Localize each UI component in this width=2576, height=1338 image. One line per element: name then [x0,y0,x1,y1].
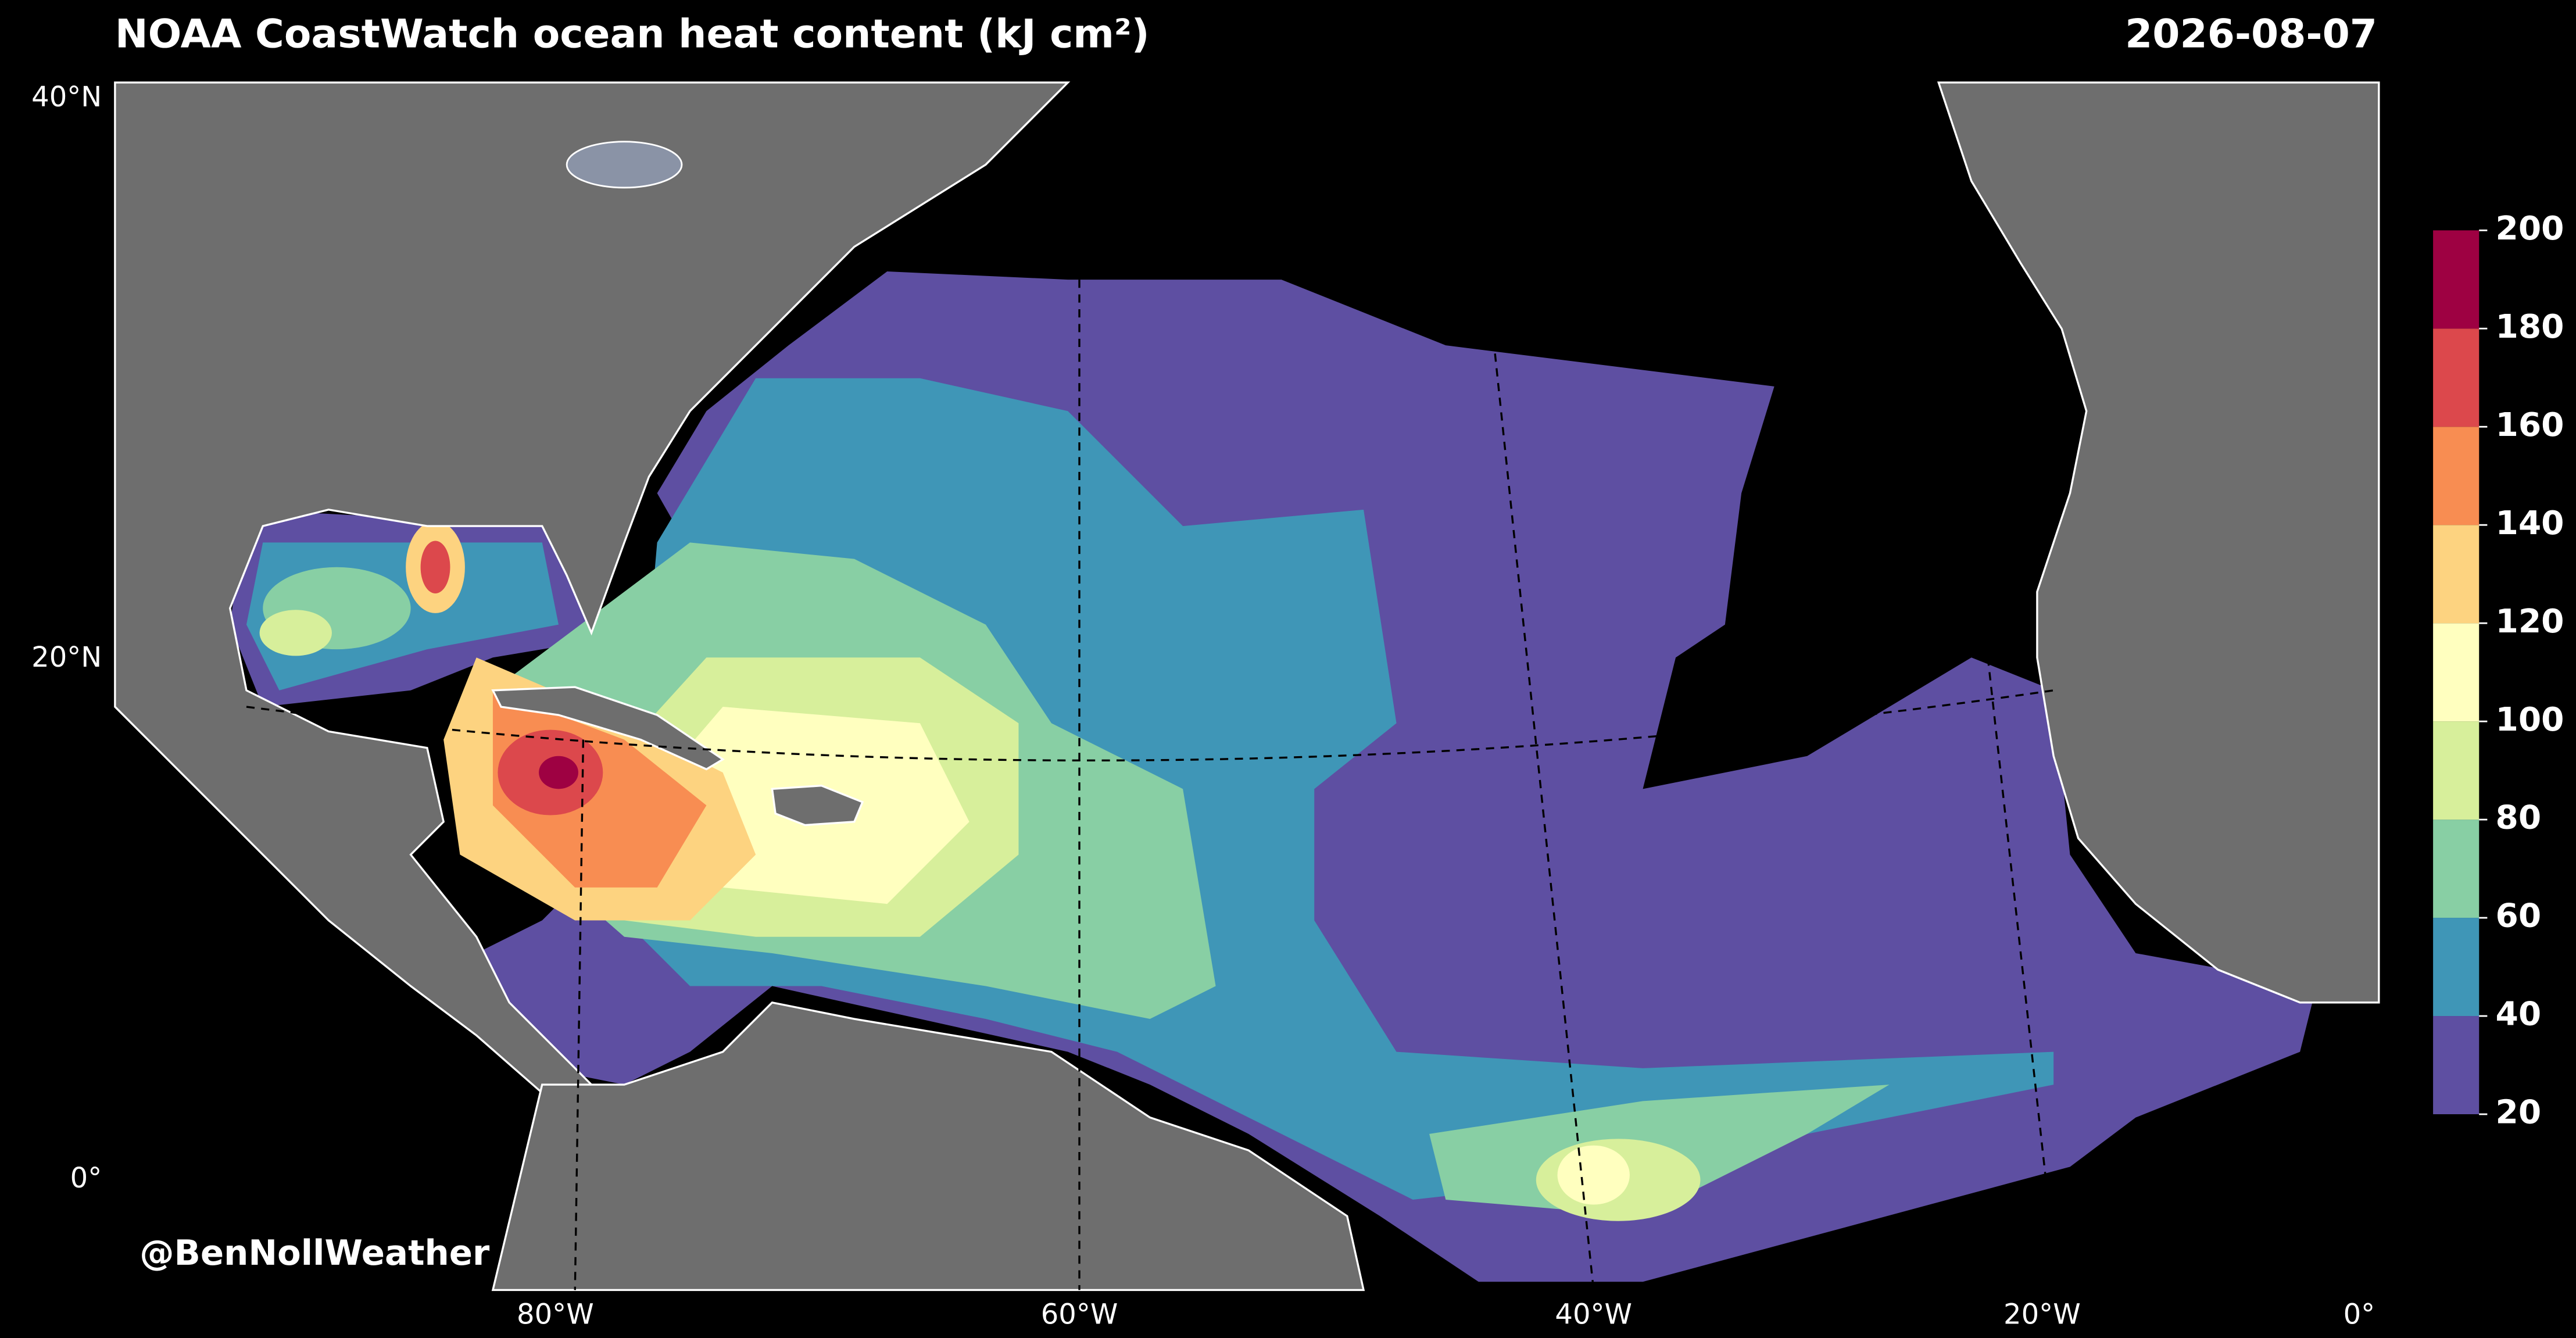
north-america [114,81,1071,1094]
colorbar-segment [2433,918,2480,1017]
heat-field [230,271,2317,1282]
parallel [246,689,2054,762]
cuba [491,686,725,771]
colorbar-segment [2433,427,2480,525]
colorbar-tick-label: 200 [2496,210,2564,248]
colorbar-tick-label: 40 [2496,996,2542,1033]
meridian [1987,657,2047,1175]
colorbar-tick-label: 140 [2496,505,2564,542]
great-lakes [566,141,683,189]
colorbar-segment [2433,230,2480,329]
colorbar-tick-label: 80 [2496,799,2542,837]
colorbar-tick-label: 20 [2496,1094,2542,1132]
date: 2026-08-07 [2125,10,2377,56]
heat-region [420,541,450,593]
colorbar-segment [2433,721,2480,820]
lon-label: 40°W [1555,1298,1632,1331]
colorbar-segment [2433,525,2480,624]
heat-region [624,378,2054,1200]
colorbar-segment [2433,623,2480,722]
lon-label: 60°W [1041,1298,1118,1331]
heat-region [1557,1145,1630,1205]
colorbar: 20 40 60 80 100 120 140 160 180 200 [2433,210,2564,1132]
colorbar-tick-label: 180 [2496,308,2564,346]
lon-label: 80°W [517,1298,594,1331]
hispaniola [771,784,864,827]
credit: @BenNollWeather [139,1233,490,1273]
colorbar-segment [2433,328,2480,427]
lat-label: 20°N [31,641,102,674]
land [114,81,2380,1292]
south-america [491,1001,1365,1292]
heat-region [259,610,332,656]
lat-label: 40°N [31,81,102,113]
title: NOAA CoastWatch ocean heat content (kJ c… [115,10,1150,56]
lon-label: 0° [2344,1298,2375,1331]
colorbar-tick-label: 60 [2496,897,2542,935]
africa-europe [1937,81,2380,1004]
lon-label: 20°W [2003,1298,2081,1331]
colorbar-segment [2433,1016,2480,1114]
colorbar-tick-label: 120 [2496,603,2564,641]
heat-region [539,756,578,789]
meridian [574,739,585,1290]
meridian [1494,353,1595,1290]
colorbar-tick-label: 160 [2496,406,2564,444]
colorbar-segment [2433,820,2480,918]
lat-label: 0° [70,1162,102,1194]
graticule [246,280,2054,1290]
colorbar-tick-label: 100 [2496,701,2564,739]
